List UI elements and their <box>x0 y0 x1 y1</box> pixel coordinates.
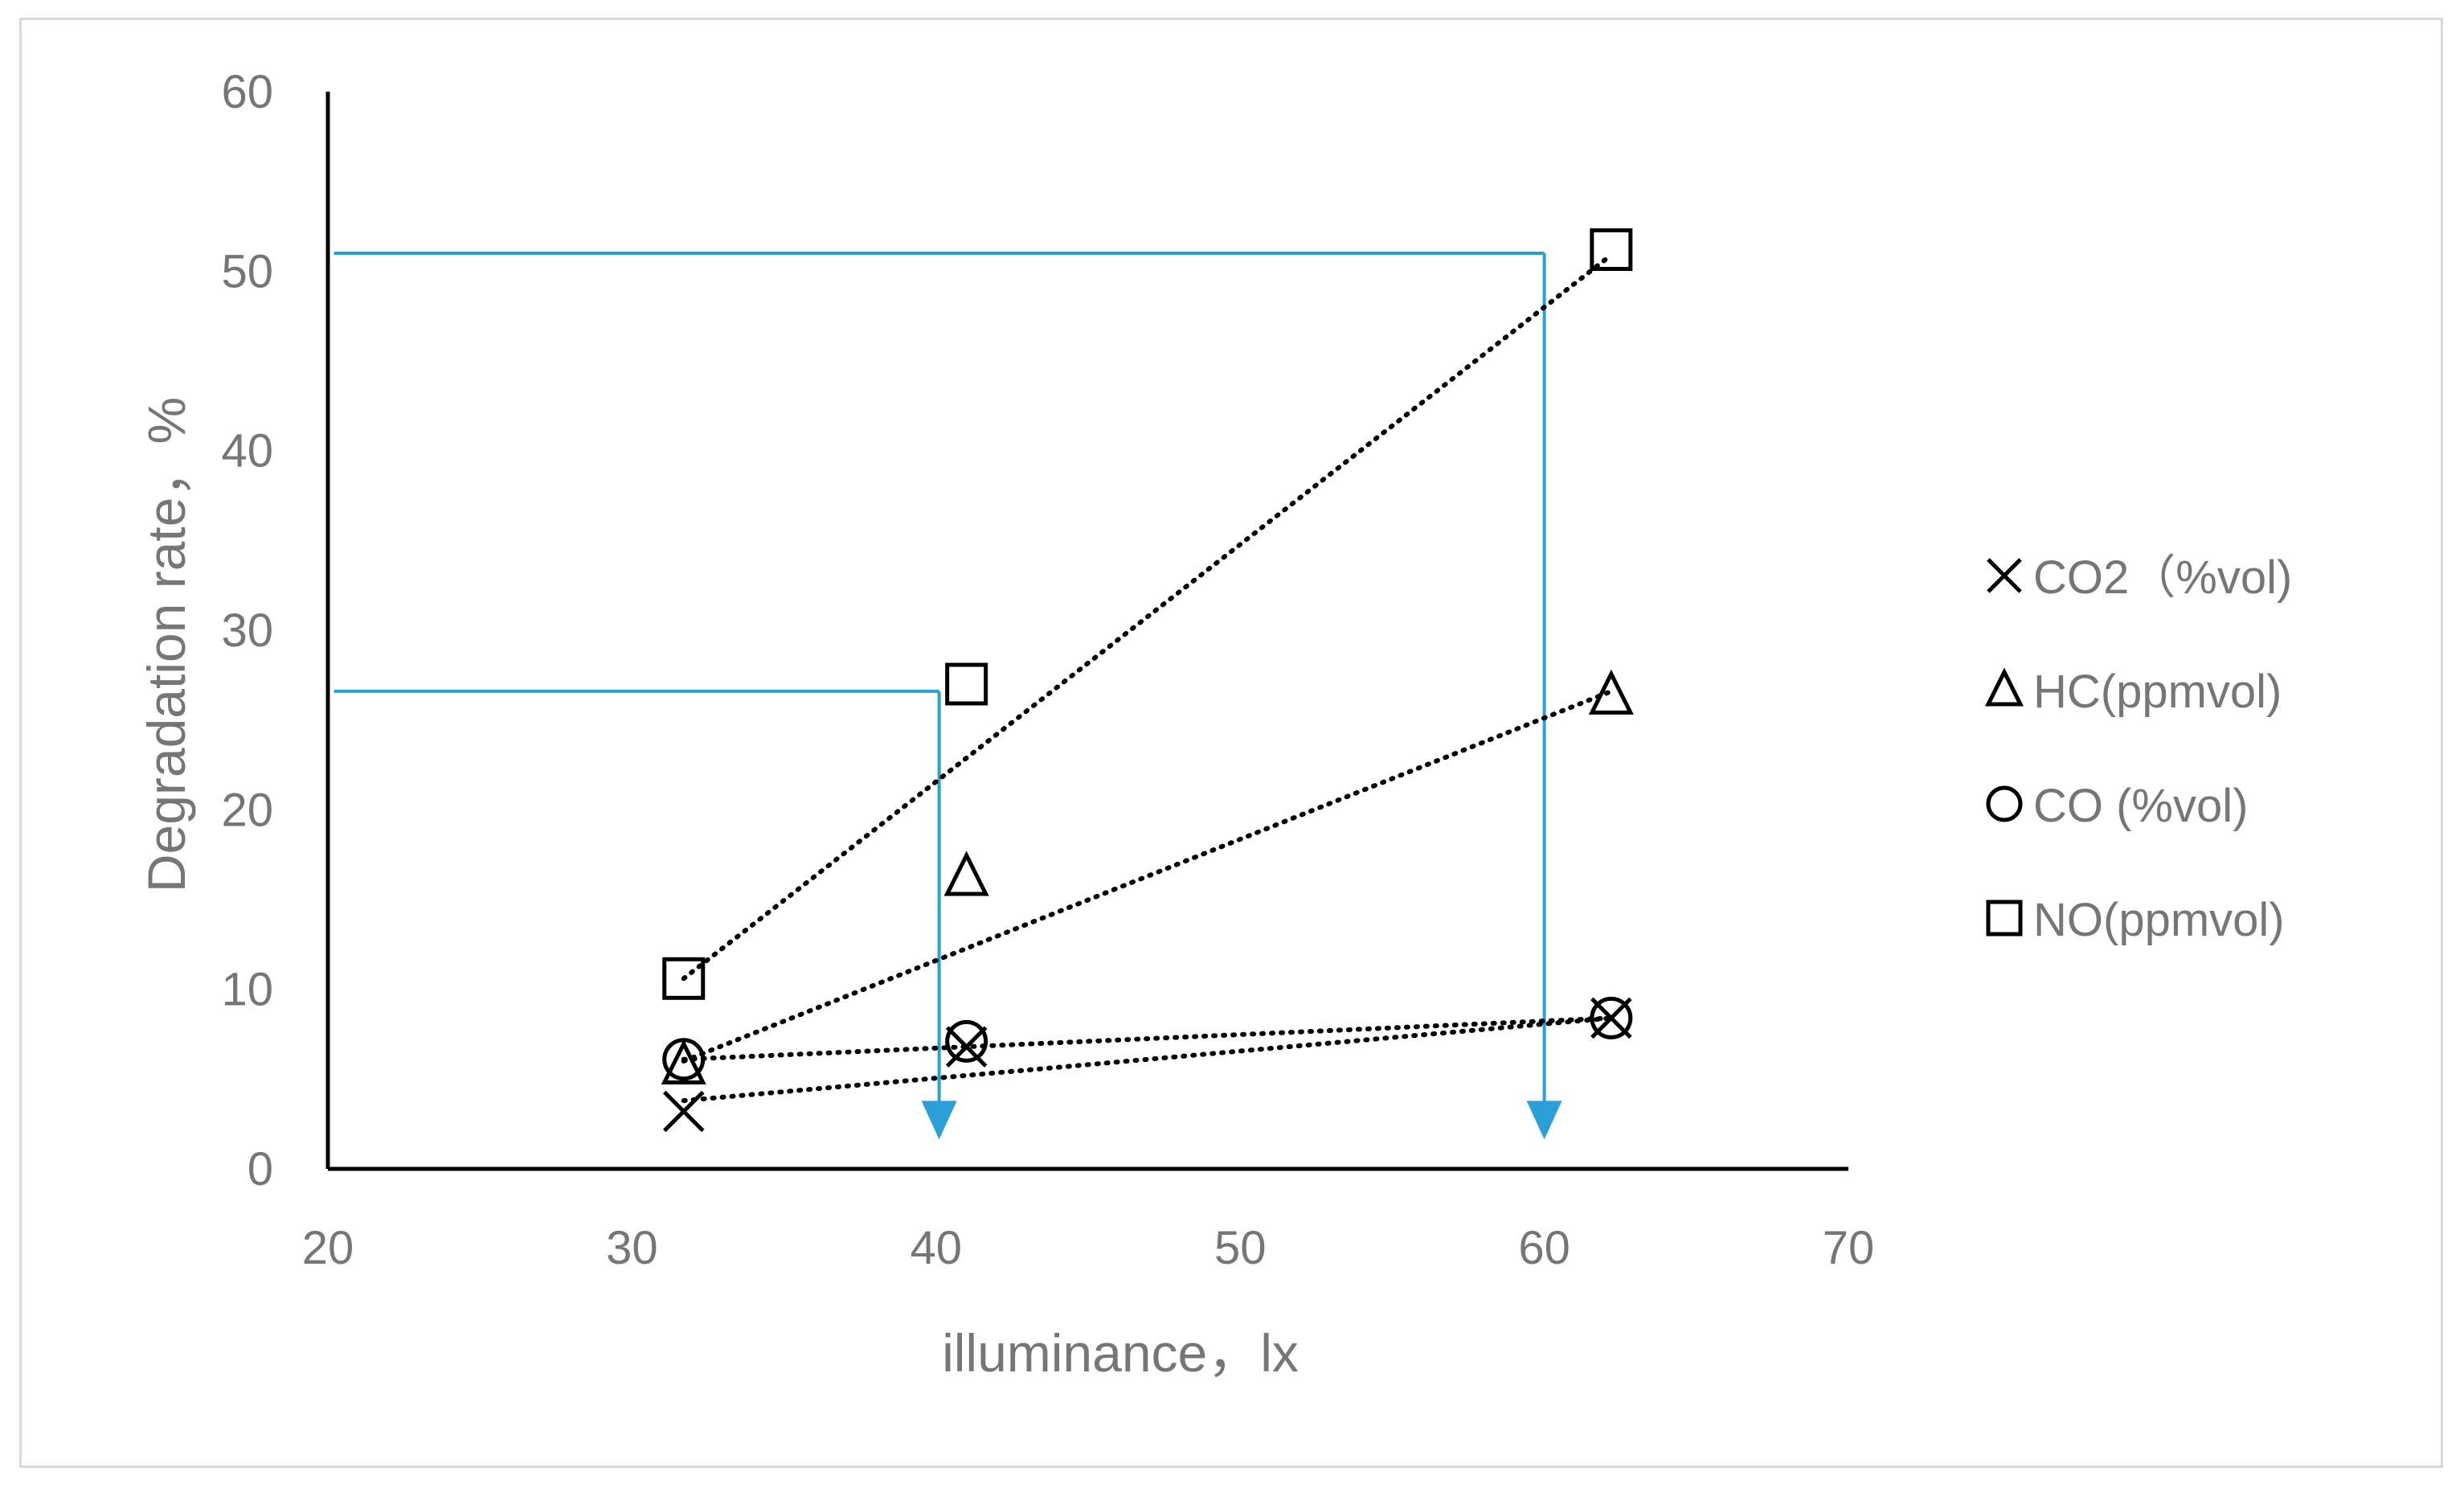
y-tick-label: 10 <box>221 964 273 1016</box>
data-point-circle <box>1590 996 1633 1039</box>
guide-arrowhead <box>921 1101 957 1140</box>
x-tick-labels: 20 30 40 50 60 70 <box>302 1222 1875 1274</box>
legend-label: CO (%vol) <box>2033 780 2248 832</box>
x-tick-label: 20 <box>302 1222 354 1274</box>
data-point-circle <box>945 1019 988 1063</box>
data-markers <box>661 228 1634 1133</box>
data-point-square <box>1590 228 1633 272</box>
legend-marker-circle <box>1986 785 2023 822</box>
legend-marker-triangle <box>1984 667 2024 707</box>
legend: CO2（%vol) HC(ppmvol) CO (%vol) NO(ppmvol) <box>1984 551 2292 946</box>
data-point-x <box>945 1026 988 1068</box>
trendline-square <box>681 252 1614 982</box>
legend-label: HC(ppmvol) <box>2033 666 2282 718</box>
trendline-circle <box>681 1015 1614 1062</box>
y-tick-label: 30 <box>221 605 273 657</box>
x-tick-label: 60 <box>1518 1222 1570 1274</box>
guide-arrowhead <box>1526 1101 1562 1140</box>
legend-item: NO(ppmvol) <box>1986 894 2285 946</box>
y-tick-labels: 0 10 20 30 40 50 60 <box>221 66 273 1195</box>
data-point-circle <box>662 1038 706 1081</box>
legend-item: CO (%vol) <box>1986 780 2248 832</box>
trendline-x <box>681 1015 1614 1104</box>
axes <box>325 92 1848 1171</box>
data-point-square <box>662 957 706 1000</box>
x-tick-label: 70 <box>1823 1222 1875 1274</box>
x-tick-label: 50 <box>1214 1222 1267 1274</box>
data-point-x <box>662 1090 705 1133</box>
data-point-triangle <box>1588 669 1634 715</box>
y-tick-label: 50 <box>221 245 273 297</box>
trendlines <box>681 252 1614 1104</box>
data-point-triangle <box>943 851 989 896</box>
trendline-triangle <box>681 688 1614 1064</box>
legend-item: CO2（%vol) <box>1987 551 2292 604</box>
legend-label: NO(ppmvol) <box>2033 894 2285 946</box>
legend-item: HC(ppmvol) <box>1984 666 2282 718</box>
y-tick-label: 60 <box>221 66 273 118</box>
x-tick-label: 30 <box>606 1222 658 1274</box>
x-axis-title: illuminance，lx <box>942 1323 1299 1383</box>
y-tick-label: 40 <box>221 425 273 478</box>
y-tick-label: 0 <box>248 1143 273 1195</box>
legend-label: CO2（%vol) <box>2033 551 2292 604</box>
legend-marker-x <box>1987 558 2022 593</box>
chart-frame <box>19 18 2443 1468</box>
data-point-triangle <box>661 1039 706 1084</box>
y-axis-title: Degradation rate，% <box>137 397 196 892</box>
x-tick-label: 40 <box>911 1222 963 1274</box>
guide-lines <box>334 252 1562 1140</box>
legend-marker-square <box>1986 900 2023 937</box>
y-tick-label: 20 <box>221 784 273 836</box>
data-point-square <box>945 662 988 706</box>
